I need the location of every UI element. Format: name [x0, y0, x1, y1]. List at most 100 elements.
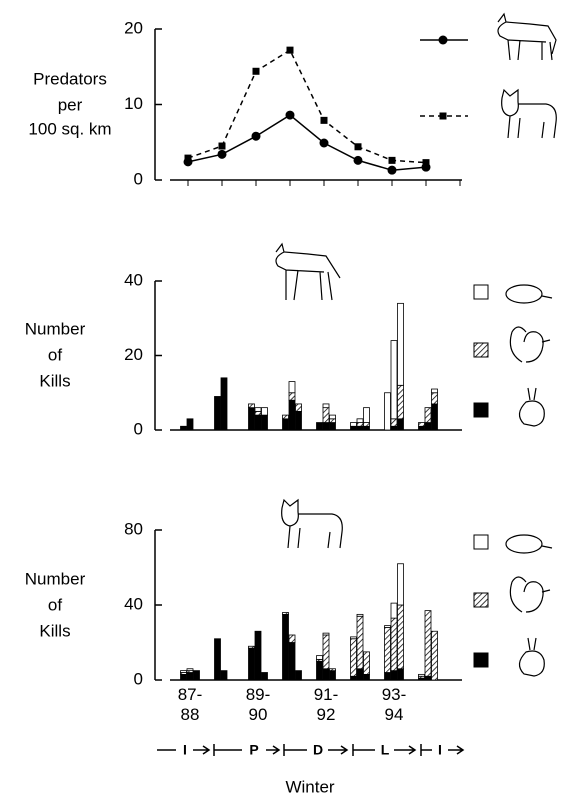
bar-segment	[295, 670, 302, 681]
bar-segment	[322, 632, 330, 636]
bar-segment	[350, 425, 357, 431]
bar-segment	[390, 418, 398, 427]
legend-swatch	[473, 592, 489, 608]
y-axis-label: per	[58, 95, 83, 114]
phase-label: I	[438, 742, 442, 758]
bar-segment	[390, 670, 398, 681]
bar-segment	[316, 422, 323, 431]
bar-segment	[356, 425, 364, 431]
y-tick-label: 20	[124, 345, 143, 364]
bar-segment	[316, 655, 323, 660]
y-axis-label: Kills	[39, 371, 70, 390]
x-tick-label: 87-88	[178, 685, 203, 724]
y-tick-label: 0	[134, 169, 143, 188]
bar-segment	[261, 672, 268, 681]
squirrel-icon	[509, 326, 551, 363]
bar-segment	[193, 670, 200, 681]
bar-segment	[431, 630, 438, 681]
legend-swatch	[473, 652, 489, 668]
bar-segment	[180, 425, 187, 431]
bar-segment	[384, 392, 391, 431]
bar-segment	[356, 422, 364, 427]
bar-segment	[254, 414, 262, 431]
bar-segment	[363, 425, 370, 431]
bar-segment	[282, 418, 289, 431]
point	[184, 154, 192, 162]
point	[354, 143, 362, 151]
bar-segment	[356, 418, 364, 423]
bar-segment	[254, 407, 262, 412]
bar-segment	[350, 675, 357, 681]
bar-segment	[248, 407, 255, 431]
bar-segment	[418, 422, 425, 427]
lynx-icon	[281, 498, 343, 549]
y-tick-label: 0	[134, 669, 143, 688]
vole-icon	[505, 534, 553, 554]
bar-segment	[288, 392, 296, 401]
legend-swatch	[473, 342, 489, 358]
point	[285, 110, 295, 120]
x-axis-label: Winter	[285, 777, 334, 796]
bar-segment	[261, 407, 268, 416]
bar-segment	[390, 617, 398, 672]
y-axis-label: of	[48, 595, 62, 614]
x-tick-label: 89-90	[246, 685, 271, 724]
bar-segment	[384, 625, 391, 628]
phase-label: P	[249, 742, 258, 758]
bar-segment	[288, 399, 296, 431]
bar-segment	[322, 668, 330, 681]
bar-segment	[329, 670, 336, 681]
bar-segment	[254, 410, 262, 416]
bar-segment	[220, 377, 228, 431]
bar-segment	[356, 615, 364, 670]
hare-icon	[518, 637, 545, 677]
bar-segment	[248, 647, 255, 681]
bar-segment	[180, 673, 187, 681]
bar-segment	[295, 410, 302, 431]
y-tick-label: 40	[124, 594, 143, 613]
point	[286, 46, 294, 54]
bar-segment	[397, 384, 404, 420]
phase-label: L	[381, 742, 390, 758]
bar-segment	[424, 675, 432, 681]
bar-segment	[390, 425, 398, 431]
bar-segment	[254, 630, 262, 681]
wolf-icon	[275, 242, 341, 301]
bar-segment	[288, 381, 296, 394]
bar-segment	[282, 612, 289, 615]
bar-segment	[282, 613, 289, 681]
bar-segment	[350, 638, 357, 677]
bar-segment	[329, 414, 336, 420]
point	[320, 116, 328, 124]
bar-segment	[180, 670, 187, 673]
point	[251, 131, 261, 141]
bar-segment	[390, 340, 398, 420]
y-tick-label: 80	[124, 519, 143, 538]
y-axis-label: Predators	[33, 69, 107, 88]
bar-segment	[288, 642, 296, 681]
x-tick-label: 91-92	[314, 685, 339, 724]
y-tick-label: 40	[124, 270, 143, 289]
phase-label: I	[183, 742, 187, 758]
bar-segment	[288, 634, 296, 643]
x-tick-label: 93-94	[382, 685, 407, 724]
legend-marker	[439, 112, 447, 120]
bar-segment	[322, 422, 330, 431]
bar-segment	[424, 422, 432, 431]
bar-segment	[424, 610, 432, 677]
phase-arrows	[157, 744, 465, 756]
point	[217, 149, 227, 159]
y-axis-label: 100 sq. km	[28, 119, 111, 138]
bar-segment	[384, 627, 391, 673]
bar-segment	[431, 392, 438, 405]
y-axis-label: Kills	[39, 621, 70, 640]
bar-segment	[397, 418, 404, 431]
point	[218, 142, 226, 150]
vole-icon	[505, 284, 553, 304]
bar-segment	[397, 604, 404, 670]
bar-segment	[220, 670, 228, 681]
bar-segment	[322, 634, 330, 670]
legend-marker	[438, 35, 448, 45]
hare-icon	[518, 387, 545, 427]
bar-segment	[322, 407, 330, 423]
